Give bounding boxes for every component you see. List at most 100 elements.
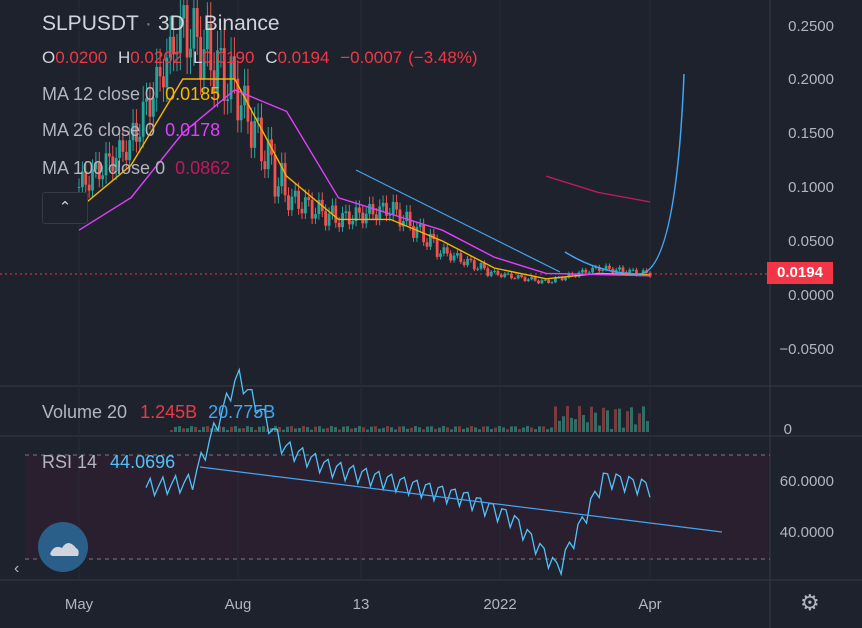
volume-legend[interactable]: Volume 20 1.245B 20.775B <box>42 402 275 423</box>
price-tick: 0.2500 <box>788 18 834 35</box>
volume-bar <box>386 426 389 432</box>
volume-bar <box>254 429 257 432</box>
volume-bar <box>246 426 249 432</box>
volume-bar <box>266 428 269 432</box>
volume-bar <box>522 427 525 432</box>
ma100-value: 0.0862 <box>175 158 231 178</box>
volume-bar <box>586 422 589 432</box>
volume-bar <box>534 429 537 432</box>
volume-bar <box>366 429 369 432</box>
candle-body <box>303 197 307 214</box>
volume-bar <box>466 427 469 432</box>
volume-bar <box>498 426 501 432</box>
volume-bar <box>502 427 505 432</box>
symbol-title[interactable]: SLPUSDT · 3D · Binance <box>42 12 280 35</box>
volume-bar <box>358 426 361 432</box>
candle-body <box>226 99 230 101</box>
volume-bar <box>194 426 197 432</box>
volume-bar <box>458 426 461 432</box>
volume-bar <box>174 426 177 432</box>
candle-body <box>358 207 361 213</box>
candle-body <box>560 277 564 281</box>
candle-body <box>253 120 257 148</box>
volume-bar <box>474 427 477 432</box>
volume-bar <box>602 407 605 432</box>
rsi-legend[interactable]: RSI 14 44.0696 <box>42 452 175 473</box>
candle-body <box>310 200 314 219</box>
rsi-trendline[interactable] <box>199 466 723 533</box>
volume-bar <box>298 427 301 432</box>
candle-body <box>212 70 216 94</box>
volume-bar <box>518 429 521 432</box>
volume-bar <box>302 426 305 432</box>
candle-body <box>472 260 476 270</box>
volume-bar <box>446 427 449 432</box>
time-tick: 13 <box>352 596 370 613</box>
volume-bar <box>426 426 429 432</box>
volume-tick: 0 <box>783 421 792 438</box>
candle-body <box>361 212 365 224</box>
collapse-legend-button[interactable]: ⌃ <box>42 192 88 224</box>
volume-bar <box>490 428 493 432</box>
gear-icon[interactable]: ⚙ <box>800 590 820 615</box>
candle-body <box>364 213 368 224</box>
low-key: L <box>192 48 203 67</box>
volume-bar <box>182 428 185 432</box>
candle-body <box>229 56 233 100</box>
candle-body <box>499 274 503 277</box>
ma12-value: 0.0185 <box>165 84 221 104</box>
rsi-label: RSI 14 <box>42 452 98 472</box>
ma26-value: 0.0178 <box>165 120 221 140</box>
price-tick: 0.0500 <box>788 233 834 250</box>
candle-body <box>401 221 405 227</box>
candle-body <box>91 169 94 191</box>
ma-line-1 <box>78 78 651 280</box>
candle-body <box>297 190 301 209</box>
candle-body <box>621 267 625 273</box>
moving-averages <box>78 78 651 280</box>
time-tick: Aug <box>224 596 252 613</box>
candle-body <box>276 186 280 197</box>
ma100-legend[interactable]: MA 100 close 0 0.0862 <box>42 158 230 179</box>
rsi-value: 44.0696 <box>110 452 176 472</box>
candle-body <box>456 253 459 256</box>
projection-curve[interactable] <box>564 73 685 275</box>
ma26-legend[interactable]: MA 26 close 0 0.0178 <box>42 120 220 141</box>
scroll-left-icon[interactable]: ‹ <box>14 560 20 577</box>
candle-body <box>435 239 439 257</box>
candle-body <box>195 8 199 37</box>
time-tick: 2022 <box>483 596 517 613</box>
close-key: C <box>265 48 278 67</box>
tradingview-logo-icon[interactable] <box>38 522 88 572</box>
candle-body <box>442 247 446 254</box>
volume-value-2: 20.775B <box>208 402 276 422</box>
candle-body <box>591 267 594 273</box>
volume-bar <box>374 426 377 432</box>
candle-body <box>202 49 206 80</box>
candle-body <box>233 56 236 79</box>
volume-bar <box>230 426 233 432</box>
volume-bar <box>318 426 321 432</box>
volume-bar <box>610 428 613 432</box>
candle-body <box>520 275 524 278</box>
volume-bar <box>630 407 633 432</box>
volume-bar <box>338 429 341 432</box>
high-key: H <box>117 48 131 67</box>
candle-body <box>496 270 500 275</box>
volume-bar <box>486 426 489 432</box>
candle-body <box>266 139 270 170</box>
ma12-legend[interactable]: MA 12 close 0 0.0185 <box>42 84 220 105</box>
candle-body <box>145 98 148 102</box>
candle-body <box>178 18 182 54</box>
candle-body <box>415 226 419 238</box>
candle-body <box>249 121 253 148</box>
trendline-down[interactable] <box>355 169 561 273</box>
candle-body <box>516 275 520 279</box>
candle-body <box>476 268 480 270</box>
volume-bar <box>550 427 553 432</box>
candle-body <box>449 253 453 261</box>
volume-bar <box>234 426 237 432</box>
candle-body <box>466 258 469 266</box>
volume-value-1: 1.245B <box>140 402 198 422</box>
